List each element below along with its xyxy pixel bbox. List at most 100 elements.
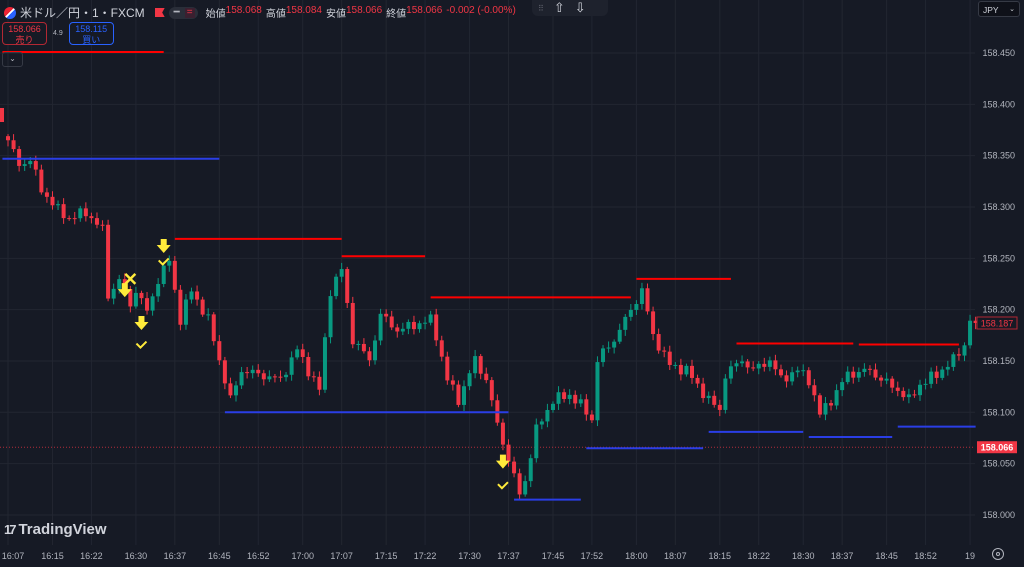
candle-body xyxy=(539,421,544,425)
candle-body xyxy=(423,322,428,324)
price-tick-label: 158.050 xyxy=(982,459,1015,469)
candle-body xyxy=(189,291,194,300)
candle-body xyxy=(601,348,606,363)
candle-body xyxy=(589,414,594,421)
sell-button[interactable]: 158.066 売り xyxy=(2,22,47,45)
time-tick-label: 17:52 xyxy=(581,551,604,561)
candle-body xyxy=(145,298,150,311)
settings-gear-icon[interactable] xyxy=(992,548,1004,560)
candle-body xyxy=(200,299,205,315)
candle-body xyxy=(139,292,144,299)
candle-body xyxy=(578,399,583,404)
candle-body xyxy=(751,367,756,369)
candle-body xyxy=(206,314,211,316)
candle-body xyxy=(717,404,722,410)
candle-body xyxy=(829,403,834,406)
candle-body xyxy=(934,371,939,378)
candle-body xyxy=(167,260,172,266)
candle-body xyxy=(284,374,289,378)
candle-body xyxy=(106,224,111,299)
candle-body xyxy=(33,161,38,170)
candle-body xyxy=(6,136,10,141)
candle-body xyxy=(945,366,950,370)
candle-body xyxy=(172,260,177,290)
tradingview-logo[interactable]: 17 TradingView xyxy=(4,521,107,538)
candle-body xyxy=(873,369,878,378)
arrow-up-icon[interactable]: ⇧ xyxy=(553,0,565,15)
buy-button[interactable]: 158.115 買い xyxy=(68,22,114,45)
candle-body xyxy=(773,360,778,370)
candle-body xyxy=(78,208,83,219)
candle-body xyxy=(17,149,22,166)
candle-body xyxy=(817,395,822,415)
time-tick-label: 18:07 xyxy=(664,551,687,561)
candle-body xyxy=(450,380,455,385)
candle-body xyxy=(962,345,967,356)
candle-body xyxy=(634,303,639,310)
candle-body xyxy=(728,366,733,379)
time-tick-label: 17:00 xyxy=(291,551,314,561)
candle-body xyxy=(328,296,333,338)
last-price-label: 158.187 xyxy=(981,318,1014,328)
candle-body xyxy=(951,354,956,367)
candle-body xyxy=(895,387,900,391)
time-tick-label: 16:15 xyxy=(41,551,64,561)
candle-body xyxy=(678,364,683,375)
left-price-marker xyxy=(0,108,4,122)
candle-body xyxy=(884,378,889,381)
time-tick-label: 16:52 xyxy=(247,551,270,561)
candle-body xyxy=(617,329,622,342)
candle-body xyxy=(434,314,439,341)
time-tick-label: 16:22 xyxy=(80,551,103,561)
time-tick-label: 17:45 xyxy=(542,551,565,561)
candle-body xyxy=(400,328,405,332)
candle-body xyxy=(306,356,311,377)
candle-body xyxy=(879,377,884,381)
symbol-title[interactable]: 米ドル／円・1・FXCM xyxy=(20,6,145,20)
candle-body xyxy=(523,481,528,495)
candle-body xyxy=(923,383,928,385)
candle-body xyxy=(456,384,461,405)
visibility-toggle[interactable]: ━ = xyxy=(168,6,198,19)
candle-body xyxy=(734,363,739,367)
currency-select[interactable]: JPY ⌄ xyxy=(978,1,1020,17)
candle-body xyxy=(639,288,644,304)
candle-body xyxy=(778,369,783,376)
drag-handle-icon[interactable]: ⠿ xyxy=(538,3,544,13)
flag-icon[interactable] xyxy=(154,8,165,17)
candle-body xyxy=(712,395,717,405)
time-tick-label: 17:07 xyxy=(330,551,353,561)
candle-body xyxy=(623,316,628,330)
time-tick-label: 19 xyxy=(965,551,975,561)
time-tick-label: 17:30 xyxy=(458,551,481,561)
candle-body xyxy=(790,372,795,382)
candle-body xyxy=(867,368,872,370)
ohlc-readout: 始値 158.068 高値 158.084 安値 158.066 終値 158.066 -0.0… xyxy=(205,5,516,20)
candle-body xyxy=(384,313,389,317)
arrow-down-icon[interactable]: ⇩ xyxy=(574,0,586,15)
candle-body xyxy=(428,314,433,323)
candle-body xyxy=(762,363,767,367)
candle-body xyxy=(856,372,861,378)
spread-value: 4.9 xyxy=(53,30,63,37)
current-price-label: 158.066 xyxy=(981,443,1014,453)
floating-toolbar: ⠿ ⇧ ⇩ xyxy=(532,0,608,16)
candle-body xyxy=(862,368,867,373)
candle-body xyxy=(217,341,222,361)
equals-icon[interactable]: = xyxy=(184,7,195,18)
candle-body xyxy=(701,383,706,399)
price-tick-label: 158.400 xyxy=(982,99,1015,109)
candle-body xyxy=(851,371,856,378)
candle-body xyxy=(250,369,255,374)
collapse-button[interactable]: ⌄ xyxy=(2,52,23,67)
candle-body xyxy=(723,378,728,410)
candle-body xyxy=(906,394,911,398)
minus-icon[interactable]: ━ xyxy=(173,6,180,18)
time-tick-label: 16:37 xyxy=(164,551,187,561)
candle-body xyxy=(256,369,261,374)
candle-body xyxy=(767,360,772,367)
candle-body xyxy=(345,269,350,303)
candle-body xyxy=(367,351,372,361)
price-tick-label: 158.100 xyxy=(982,407,1015,417)
